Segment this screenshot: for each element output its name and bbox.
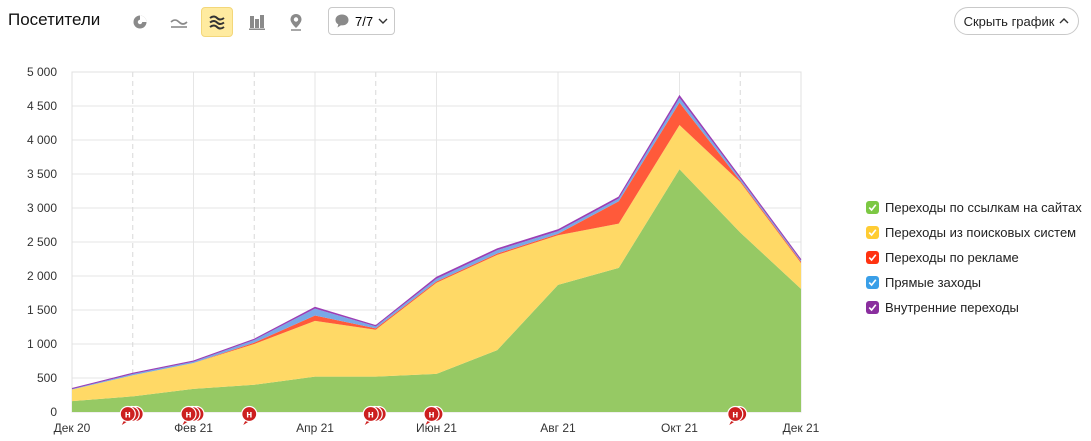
marker-bubble	[362, 405, 379, 423]
marker-label: н	[368, 410, 374, 421]
annotation-marker[interactable]: н	[423, 405, 444, 426]
map-icon	[290, 14, 302, 31]
y-tick-label: 1 500	[27, 303, 57, 317]
marker-bubble	[727, 405, 744, 423]
y-tick-label: 500	[37, 371, 57, 385]
x-tick-label: Фев 21	[174, 421, 213, 435]
marker-bubble	[180, 405, 197, 423]
x-tick-label: Окт 21	[661, 421, 698, 435]
marker-label: н	[732, 410, 738, 421]
legend-item-ads[interactable]: Переходы по рекламе	[866, 245, 1082, 270]
pie-chart-icon	[133, 15, 147, 29]
y-tick-label: 2 500	[27, 235, 57, 249]
area-chart-icon	[209, 15, 225, 30]
annotation-marker[interactable]: н	[241, 405, 258, 426]
hide-chart-label: Скрыть график	[963, 13, 1055, 29]
total-line	[71, 94, 802, 390]
x-tick-label: Апр 21	[296, 421, 334, 435]
checkbox-checked-icon	[866, 226, 879, 239]
x-tick-label: Авг 21	[540, 421, 576, 435]
y-tick-label: 5 000	[27, 65, 57, 79]
line-chart-button[interactable]	[163, 7, 195, 37]
hide-chart-button[interactable]: Скрыть график	[954, 7, 1079, 35]
annotation-marker[interactable]: н	[180, 405, 205, 426]
y-tick-label: 3 500	[27, 167, 57, 181]
chevron-down-icon	[378, 18, 388, 24]
legend-label: Переходы из поисковых систем	[885, 225, 1077, 240]
legend-label: Прямые заходы	[885, 275, 982, 290]
annotations-dropdown[interactable]: 7/7	[328, 7, 395, 35]
y-tick-label: 2 000	[27, 269, 57, 283]
checkbox-checked-icon	[866, 201, 879, 214]
marker-label: н	[428, 410, 434, 421]
marker-bubble	[241, 405, 258, 423]
legend-item-direct[interactable]: Прямые заходы	[866, 270, 1082, 295]
checkbox-checked-icon	[866, 276, 879, 289]
y-tick-label: 4 000	[27, 133, 57, 147]
legend-item-search[interactable]: Переходы из поисковых систем	[866, 220, 1082, 245]
checkbox-checked-icon	[866, 251, 879, 264]
y-tick-label: 0	[50, 405, 57, 419]
page-title: Посетители	[8, 10, 101, 29]
annotation-marker[interactable]: н	[362, 405, 387, 426]
annotations-count: 7/7	[355, 13, 374, 29]
legend-item-links[interactable]: Переходы по ссылкам на сайтах	[866, 195, 1082, 220]
area-links	[72, 169, 801, 412]
checkbox-checked-icon	[866, 301, 879, 314]
legend-label: Внутренние переходы	[885, 300, 1019, 315]
chart-legend: Переходы по ссылкам на сайтах Переходы и…	[866, 195, 1082, 320]
area-search	[72, 125, 801, 402]
chevron-up-icon	[1059, 18, 1069, 24]
pie-chart-button[interactable]	[124, 7, 156, 37]
bar-chart-button[interactable]	[241, 7, 273, 37]
y-tick-label: 3 000	[27, 201, 57, 215]
x-tick-label: Дек 20	[54, 421, 91, 435]
y-tick-label: 4 500	[27, 99, 57, 113]
comment-icon	[335, 14, 349, 28]
legend-label: Переходы по ссылкам на сайтах	[885, 200, 1082, 215]
marker-bubble	[119, 405, 136, 423]
legend-label: Переходы по рекламе	[885, 250, 1019, 265]
annotation-marker[interactable]: н	[727, 405, 748, 426]
marker-label: н	[125, 410, 131, 421]
legend-item-internal[interactable]: Внутренние переходы	[866, 295, 1082, 320]
marker-label: н	[246, 410, 252, 421]
area-chart-button[interactable]	[201, 7, 233, 37]
line-chart-icon	[170, 19, 188, 28]
map-button[interactable]	[280, 7, 312, 37]
bar-chart-icon	[249, 15, 265, 30]
marker-label: н	[185, 410, 191, 421]
marker-bubble	[423, 405, 440, 423]
y-tick-label: 1 000	[27, 337, 57, 351]
x-tick-label: Дек 21	[783, 421, 820, 435]
annotation-marker[interactable]: н	[119, 405, 144, 426]
x-tick-label: Июн 21	[416, 421, 457, 435]
